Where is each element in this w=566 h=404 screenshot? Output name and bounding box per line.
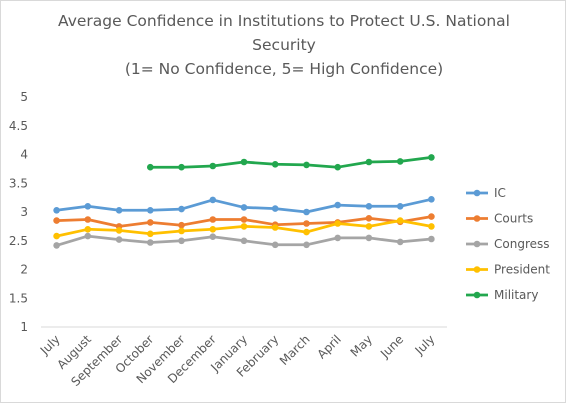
legend-marker-president <box>473 266 481 273</box>
chart-title-line-2: Security <box>252 36 316 54</box>
data-point-courts <box>84 216 92 223</box>
data-point-courts <box>147 219 154 226</box>
data-point-president <box>178 227 185 235</box>
data-point-ic <box>84 203 92 210</box>
data-point-congress <box>428 235 435 243</box>
legend-label-congress: Congress <box>494 237 550 251</box>
legend-label-ic: IC <box>494 186 506 200</box>
data-point-president <box>271 224 279 231</box>
chart-title-line-3: (1= No Confidence, 5= High Confidence) <box>124 60 444 78</box>
data-point-ic <box>428 196 435 203</box>
data-point-president <box>240 223 248 230</box>
y-tick-label: 2.5 <box>9 234 28 248</box>
data-point-president <box>396 217 404 224</box>
data-point-ic <box>396 203 404 210</box>
y-tick-label: 1.5 <box>9 291 28 305</box>
y-tick-label: 3 <box>20 205 28 219</box>
data-point-military <box>365 158 373 166</box>
legend-marker-courts <box>473 215 481 222</box>
y-tick-label: 1 <box>20 320 28 334</box>
series-line-military <box>148 156 433 169</box>
data-point-president <box>53 232 60 240</box>
data-point-congress <box>53 242 60 249</box>
data-point-ic <box>365 203 373 210</box>
data-point-president <box>428 223 435 230</box>
y-tick-label: 5 <box>20 90 28 104</box>
x-tick-label: March <box>277 332 313 368</box>
data-point-courts <box>365 215 373 222</box>
legend-marker-congress <box>473 240 481 248</box>
data-point-president <box>84 226 92 233</box>
data-point-congress <box>240 237 248 245</box>
legend-label-president: President <box>494 263 550 277</box>
data-point-congress <box>334 234 342 242</box>
data-point-military <box>396 158 404 165</box>
x-tick-label: July <box>412 332 438 358</box>
data-point-military <box>209 162 217 170</box>
data-point-courts <box>303 220 310 227</box>
data-point-military <box>178 163 185 171</box>
data-point-congress <box>396 238 404 246</box>
legend-label-courts: Courts <box>494 212 533 226</box>
data-point-courts <box>178 221 185 229</box>
y-tick-label: 4.5 <box>9 119 28 133</box>
x-tick-label: May <box>348 332 375 359</box>
data-point-military <box>428 154 435 161</box>
data-point-congress <box>84 232 92 240</box>
data-point-military <box>240 158 248 166</box>
data-point-ic <box>209 196 217 204</box>
data-point-ic <box>53 207 60 214</box>
data-point-president <box>115 227 123 234</box>
data-point-president <box>365 223 373 230</box>
data-point-ic <box>240 204 248 211</box>
data-point-ic <box>303 208 310 216</box>
x-tick-label: July <box>37 332 63 358</box>
data-point-congress <box>365 234 373 242</box>
data-point-courts <box>428 213 435 220</box>
data-point-president <box>303 228 310 236</box>
data-point-courts <box>53 217 60 224</box>
data-point-congress <box>303 241 310 249</box>
data-point-courts <box>240 216 248 223</box>
data-point-military <box>147 163 154 171</box>
data-point-military <box>271 161 279 168</box>
data-point-courts <box>209 216 217 223</box>
legend-marker-ic <box>473 189 481 197</box>
data-point-president <box>334 220 342 227</box>
legend-marker-military <box>473 291 481 299</box>
data-point-congress <box>178 237 185 245</box>
data-point-congress <box>209 233 217 240</box>
chart-title-line-1: Average Confidence in Institutions to Pr… <box>58 12 510 30</box>
data-point-ic <box>178 205 185 213</box>
x-tick-label: June <box>377 332 406 361</box>
y-tick-label: 3.5 <box>9 176 28 190</box>
data-point-congress <box>147 239 154 246</box>
legend-label-military: Military <box>494 288 538 302</box>
y-tick-label: 4 <box>20 148 28 162</box>
data-point-military <box>334 163 342 171</box>
data-point-ic <box>147 207 154 214</box>
data-point-ic <box>334 201 342 209</box>
data-point-ic <box>271 205 279 212</box>
y-tick-label: 2 <box>20 263 28 277</box>
data-point-president <box>209 226 217 233</box>
data-point-president <box>147 230 154 238</box>
data-point-congress <box>271 241 279 249</box>
data-point-congress <box>115 236 123 243</box>
data-point-military <box>303 161 310 169</box>
x-tick-label: April <box>315 332 344 361</box>
data-point-ic <box>115 207 123 214</box>
